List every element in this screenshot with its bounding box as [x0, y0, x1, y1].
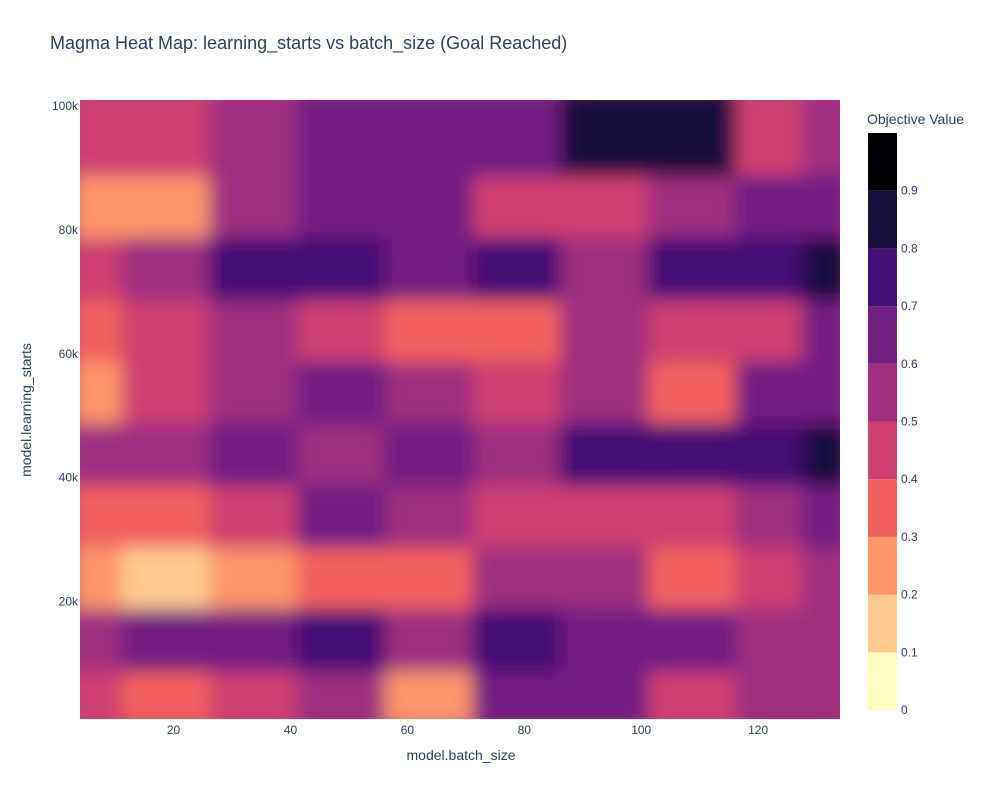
colorbar-tick-label: 0.1	[901, 645, 918, 659]
colorbar-band	[868, 190, 897, 249]
y-axis: 20k 40k 60k 80k 100k	[52, 99, 79, 608]
x-axis: 20 40 60 80 100 120	[167, 723, 769, 737]
colorbar-band	[868, 594, 897, 653]
x-tick-label: 80	[518, 723, 532, 737]
heatmap-cell	[121, 100, 226, 177]
heatmap-cell	[297, 100, 401, 177]
x-tick-label: 60	[401, 723, 415, 737]
y-tick-label: 100k	[52, 99, 79, 113]
y-tick-label: 80k	[59, 223, 79, 237]
colorbar: 0 0.1 0.2 0.3 0.4 0.5 0.6 0.7 0.8 0.9	[868, 133, 918, 717]
heatmap-cell	[209, 100, 314, 177]
colorbar-band	[868, 363, 897, 422]
colorbar-tick-label: 0.3	[901, 530, 918, 544]
colorbar-tick-label: 0.8	[901, 241, 918, 255]
colorbar-tick-label: 0.4	[901, 472, 918, 486]
y-tick-label: 20k	[59, 594, 79, 608]
colorbar-band	[868, 421, 897, 480]
colorbar-band	[868, 479, 897, 537]
x-tick-label: 120	[748, 723, 768, 737]
heatmap-cell	[647, 100, 752, 177]
colorbar-band	[868, 248, 897, 307]
colorbar-tick-label: 0.6	[901, 357, 918, 371]
heatmap-cell	[384, 100, 489, 177]
colorbar-band	[868, 652, 897, 710]
x-tick-label: 100	[631, 723, 651, 737]
colorbar-title: Objective Value	[867, 111, 964, 127]
heatmap-cell	[560, 100, 664, 177]
colorbar-tick-label: 0.7	[901, 299, 918, 313]
y-tick-label: 40k	[59, 471, 79, 485]
colorbar-tick-label: 0.9	[901, 184, 918, 198]
y-tick-label: 60k	[59, 347, 79, 361]
colorbar-band	[868, 306, 897, 364]
plot-area[interactable]	[72, 92, 848, 727]
colorbar-band	[868, 536, 897, 595]
heatmap-cell	[802, 100, 840, 177]
x-tick-label: 40	[284, 723, 298, 737]
colorbar-tick-label: 0.5	[901, 415, 918, 429]
chart-title: Magma Heat Map: learning_starts vs batch…	[50, 33, 568, 53]
x-axis-label: model.batch_size	[406, 747, 516, 763]
colorbar-tick-label: 0.2	[901, 588, 918, 602]
colorbar-band	[868, 133, 897, 191]
heatmap-cell	[472, 100, 577, 177]
x-tick-label: 20	[167, 723, 181, 737]
colorbar-tick-label: 0	[901, 703, 908, 717]
